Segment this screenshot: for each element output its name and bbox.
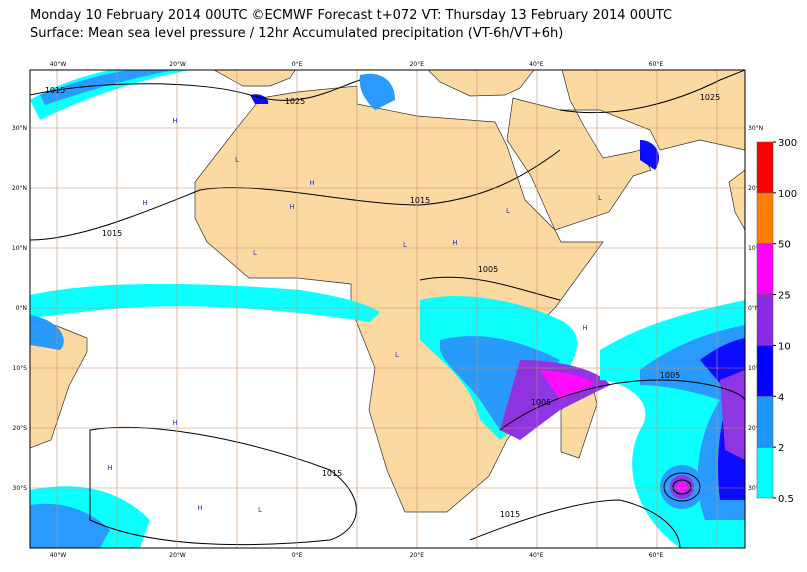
legend-swatch <box>756 446 774 499</box>
pressure-center: H <box>289 203 294 211</box>
pressure-center: H <box>172 117 177 125</box>
lat-label: 30°S <box>748 485 763 492</box>
lon-label: 40°E <box>529 61 544 68</box>
isobar-label: 1015 <box>322 469 342 478</box>
labels: 40°W 40°W 20°W 20°W 0°E 0°E 20°E 20°E 40°E 40°E 60… <box>12 61 797 559</box>
isobar-label: 1005 <box>660 371 680 380</box>
lat-label: 20°S <box>748 425 763 432</box>
lon-label: 40°W <box>50 61 67 68</box>
legend-label: 25 <box>778 291 791 302</box>
pressure-center: H <box>197 504 202 512</box>
pressure-center: L <box>253 249 257 257</box>
pressure-center: L <box>598 194 602 202</box>
lat-label: 10°S <box>13 365 28 372</box>
pressure-center: H <box>452 239 457 247</box>
lon-label: 60°E <box>649 552 664 559</box>
pressure-center: H <box>172 419 177 427</box>
lat-label: 20°S <box>13 425 28 432</box>
isobar-label: 1015 <box>45 86 65 95</box>
legend-swatch <box>756 345 774 397</box>
pressure-center: L <box>258 506 262 514</box>
pressure-center: H <box>107 464 112 472</box>
lat-label: 30°N <box>748 125 763 132</box>
lon-label: 20°E <box>410 552 425 559</box>
lon-label: 40°W <box>50 552 67 559</box>
isobar-label: 1015 <box>102 229 122 238</box>
lat-label: 10°N <box>748 245 763 252</box>
legend-label: 50 <box>778 240 791 251</box>
lat-label: 30°N <box>12 125 27 132</box>
pressure-center: L <box>395 351 399 359</box>
isobar-label: 1015 <box>500 510 520 519</box>
pressure-center: H <box>309 179 314 187</box>
title: Monday 10 February 2014 00UTC ©ECMWF For… <box>30 8 672 23</box>
lat-label: 20°N <box>12 185 27 192</box>
map-frame <box>29 69 746 549</box>
lon-label: 20°W <box>169 552 186 559</box>
lon-label: 40°E <box>529 552 544 559</box>
legend-label: 10 <box>778 341 791 352</box>
lon-label: 0°E <box>292 61 303 68</box>
legend-swatch <box>756 192 774 244</box>
isobars <box>30 70 745 548</box>
legend-swatch <box>756 141 774 194</box>
pressure-center: L <box>506 207 510 215</box>
isobar-label: 1005 <box>478 265 498 274</box>
graticule <box>30 70 745 548</box>
legend-label: 4 <box>778 392 784 403</box>
lat-label: 10°N <box>12 245 27 252</box>
subtitle: Surface: Mean sea level pressure / 12hr … <box>30 26 563 41</box>
lat-label: 20°N <box>748 185 763 192</box>
legend-label: 2 <box>778 443 784 454</box>
legend-label: 100 <box>778 189 797 200</box>
isobar-label: 1025 <box>285 97 305 106</box>
isobar-label: 1015 <box>410 196 430 205</box>
isobar-label: 1025 <box>700 93 720 102</box>
lon-label: 0°E <box>292 552 303 559</box>
pressure-center: H <box>582 324 587 332</box>
legend-label: 0.5 <box>778 494 794 505</box>
pressure-center: L <box>235 156 239 164</box>
pressure-center: L <box>403 241 407 249</box>
lat-label: 30°S <box>13 485 28 492</box>
lat-label: 0°N <box>16 305 27 312</box>
legend-swatch <box>756 243 774 295</box>
lon-label: 20°E <box>410 61 425 68</box>
precipitation <box>30 70 745 548</box>
map-area <box>30 70 745 548</box>
pressure-center: H <box>142 199 147 207</box>
isobar-label: 1005 <box>531 398 551 407</box>
lat-label: 0°N <box>748 305 759 312</box>
lat-label: 10°S <box>748 365 763 372</box>
legend-swatch <box>756 294 774 346</box>
lon-label: 60°E <box>649 61 664 68</box>
legend-label: 300 <box>778 138 797 149</box>
legend-swatch <box>756 396 774 448</box>
lon-label: 20°W <box>169 61 186 68</box>
